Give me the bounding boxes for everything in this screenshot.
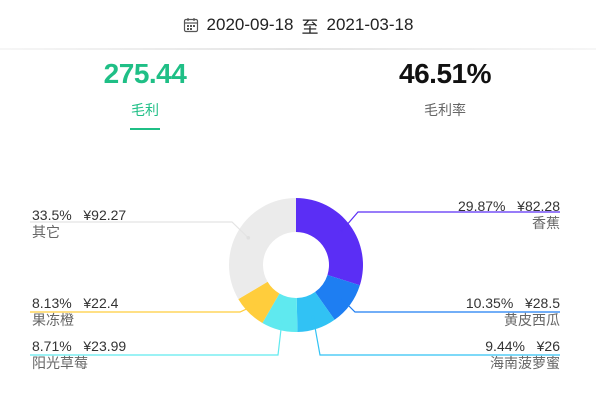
legend-item-0: 29.87% ¥82.28 香蕉 bbox=[458, 198, 560, 232]
leader-line-2 bbox=[312, 317, 560, 356]
legend-name: 黄皮西瓜 bbox=[504, 312, 560, 328]
leader-line-4 bbox=[30, 303, 258, 313]
donut-slice-5[interactable] bbox=[228, 198, 296, 300]
leader-line-0 bbox=[339, 211, 560, 233]
leader-dot-5 bbox=[246, 235, 251, 240]
legend-name: 香蕉 bbox=[532, 215, 560, 231]
legend-name: 果冻橙 bbox=[32, 312, 74, 328]
date-range-selector[interactable]: 2020-09-18 至 2021-03-18 bbox=[0, 0, 596, 50]
legend-values: 8.71% ¥23.99 bbox=[32, 338, 127, 354]
tab-gross-margin[interactable]: 46.51% 毛利率 bbox=[355, 58, 535, 120]
gross-profit-label: 毛利 bbox=[131, 102, 159, 118]
legend-name: 海南菠萝蜜 bbox=[490, 355, 560, 371]
legend-item-4: 8.13% ¥22.4 果冻橙 bbox=[32, 295, 118, 329]
leader-dot-4 bbox=[255, 302, 260, 306]
leader-dot-2 bbox=[311, 315, 315, 319]
header-divider bbox=[0, 48, 596, 50]
legend-values: 29.87% ¥82.28 bbox=[458, 198, 560, 214]
legend-name: 其它 bbox=[32, 224, 60, 240]
leader-line-3 bbox=[30, 318, 283, 356]
legend-item-5: 33.5% ¥92.27 其它 bbox=[32, 207, 126, 241]
date-end: 2021-03-18 bbox=[326, 15, 414, 34]
donut-slice-2[interactable] bbox=[296, 291, 335, 332]
legend-item-1: 10.35% ¥28.5 黄皮西瓜 bbox=[466, 295, 560, 329]
active-tab-indicator bbox=[130, 128, 160, 130]
legend-values: 10.35% ¥28.5 bbox=[465, 295, 560, 311]
gross-profit-value: 275.44 bbox=[103, 58, 187, 89]
leader-dot-1 bbox=[338, 295, 343, 300]
tab-gross-profit[interactable]: 275.44 毛利 bbox=[55, 58, 235, 130]
gross-margin-value: 46.51% bbox=[399, 58, 491, 89]
donut-slice-4[interactable] bbox=[238, 281, 280, 323]
date-separator: 至 bbox=[301, 17, 319, 37]
donut-slice-3[interactable] bbox=[262, 293, 298, 332]
leader-line-5 bbox=[30, 221, 249, 239]
gross-margin-label: 毛利率 bbox=[424, 102, 466, 118]
legend-values: 33.5% ¥92.27 bbox=[32, 207, 127, 223]
leader-dot-0 bbox=[338, 230, 343, 235]
donut-slice-0[interactable] bbox=[296, 198, 363, 286]
legend-values: 8.13% ¥22.4 bbox=[32, 295, 119, 311]
leader-dot-3 bbox=[280, 316, 285, 321]
legend-item-3: 8.71% ¥23.99 阳光草莓 bbox=[32, 338, 126, 372]
legend-item-2: 9.44% ¥26 海南菠萝蜜 bbox=[485, 338, 560, 372]
calendar-icon bbox=[183, 18, 198, 33]
date-start: 2020-09-18 bbox=[206, 15, 294, 34]
donut-slice-1[interactable] bbox=[315, 274, 360, 320]
legend-values: 9.44% ¥26 bbox=[485, 338, 560, 354]
leader-line-1 bbox=[339, 296, 560, 313]
legend-name: 阳光草莓 bbox=[32, 355, 88, 371]
